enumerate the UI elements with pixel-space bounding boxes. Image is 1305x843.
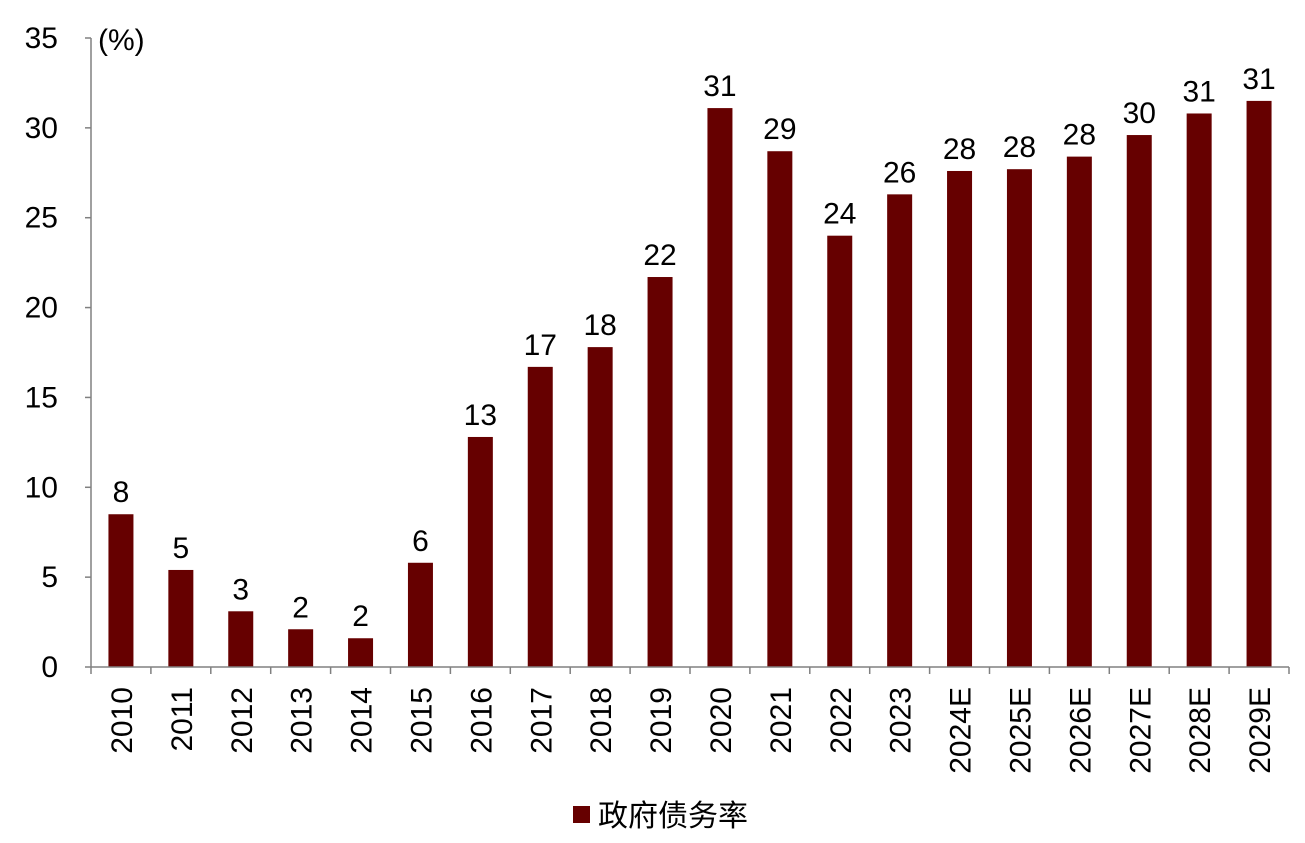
y-tick-label: 20 (25, 292, 58, 325)
bar (587, 347, 613, 667)
y-tick-label: 5 (41, 561, 58, 594)
bar (707, 108, 733, 668)
y-tick-label: 30 (25, 112, 58, 145)
x-tick-label: 2011 (166, 687, 199, 752)
bar (168, 569, 194, 667)
x-tick-label: 2016 (465, 687, 498, 754)
data-label: 30 (1123, 97, 1156, 130)
bar (228, 611, 254, 667)
x-tick-label: 2029E (1244, 687, 1277, 774)
data-label: 28 (943, 133, 976, 166)
y-tick-label: 15 (25, 381, 58, 414)
legend-swatch (573, 806, 590, 823)
data-label: 22 (643, 239, 676, 272)
x-tick-label: 2024E (945, 687, 978, 774)
bar (1246, 100, 1272, 667)
data-label: 8 (113, 476, 130, 509)
data-label: 31 (1182, 75, 1215, 108)
x-tick-label: 2028E (1184, 687, 1217, 774)
data-label: 31 (703, 70, 736, 103)
x-tick-label: 2019 (645, 687, 678, 754)
x-tick-label: 2027E (1124, 687, 1157, 774)
data-label: 5 (173, 532, 190, 565)
data-label: 28 (1063, 119, 1096, 152)
data-label: 24 (823, 198, 856, 231)
data-label: 17 (524, 329, 557, 362)
y-axis: 0 5 10 15 20 25 30 35 (25, 22, 92, 684)
x-tick-label: 2013 (286, 687, 319, 754)
bar (407, 562, 433, 667)
bar (527, 366, 553, 667)
x-tick-label: 2022 (825, 687, 858, 754)
bar (947, 170, 973, 667)
legend: 政府债务率 (573, 799, 748, 834)
y-tick-label: 35 (25, 22, 58, 55)
data-label: 13 (464, 399, 497, 432)
bar (767, 151, 793, 668)
bar (887, 194, 913, 667)
bar (1126, 135, 1152, 667)
bar (1066, 156, 1092, 667)
x-tick-label: 2010 (106, 687, 139, 754)
bar (1186, 113, 1212, 668)
x-tick-label: 2015 (405, 687, 438, 754)
y-axis-unit-label: (%) (98, 24, 145, 57)
bar (647, 277, 673, 667)
data-label: 3 (232, 573, 249, 606)
bar (348, 638, 374, 667)
y-tick-label: 25 (25, 202, 58, 235)
data-label: 6 (412, 525, 429, 558)
data-label: 31 (1242, 63, 1275, 96)
x-tick-label: 2023 (885, 687, 918, 754)
x-tick-label: 2021 (765, 687, 798, 754)
bar (288, 629, 314, 667)
x-axis: 2010 2011 2012 2013 2014 2015 2016 2017 2018 2019… (90, 666, 1290, 774)
bar (1006, 169, 1032, 668)
bar (827, 235, 853, 667)
data-label: 29 (763, 113, 796, 146)
x-tick-label: 2014 (346, 687, 379, 754)
x-tick-label: 2020 (705, 687, 738, 754)
x-tick-label: 2025E (1004, 687, 1037, 774)
data-label: 18 (583, 309, 616, 342)
legend-label: 政府债务率 (598, 799, 748, 834)
y-tick-label: 0 (41, 651, 58, 684)
y-tick-label: 10 (25, 471, 58, 504)
x-tick-label: 2012 (226, 687, 259, 754)
x-tick-label: 2018 (585, 687, 618, 754)
data-label: 2 (292, 591, 309, 624)
data-label: 28 (1003, 131, 1036, 164)
data-label: 2 (352, 600, 369, 633)
x-tick-label: 2026E (1064, 687, 1097, 774)
data-label: 26 (883, 156, 916, 189)
x-tick-label: 2017 (525, 687, 558, 754)
bar (467, 436, 493, 667)
bar (108, 514, 134, 667)
